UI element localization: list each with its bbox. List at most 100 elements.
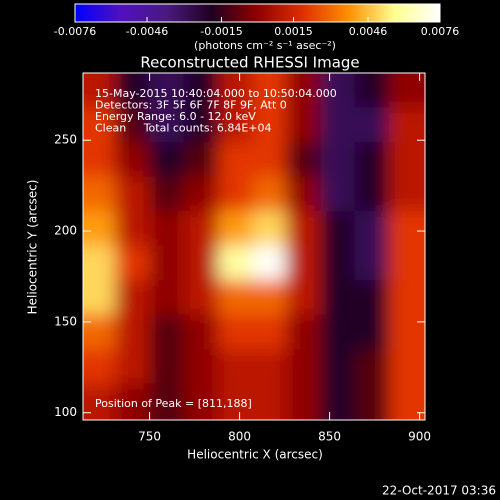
image-cell xyxy=(183,176,220,213)
y-tick-label: 100 xyxy=(54,405,77,419)
image-cell xyxy=(115,383,152,420)
image-cell xyxy=(388,245,425,283)
image-cell xyxy=(354,210,391,248)
x-tick-label: 750 xyxy=(138,430,161,444)
image-cell xyxy=(252,349,289,386)
info-line: Energy Range: 6.0 - 12.0 keV xyxy=(95,110,256,123)
image-cell xyxy=(286,314,323,352)
image-cell xyxy=(217,349,255,386)
image-cell xyxy=(354,73,391,110)
image-cell xyxy=(286,141,323,179)
image-cell xyxy=(354,280,391,317)
timestamp: 22-Oct-2017 03:36 xyxy=(382,484,496,498)
image-cell xyxy=(149,210,186,248)
image-cell xyxy=(252,107,289,144)
image-cell xyxy=(149,314,186,352)
image-cell xyxy=(354,245,391,283)
image-cell xyxy=(217,73,255,110)
image-cell xyxy=(149,107,186,144)
image-cell xyxy=(183,280,220,317)
image-cell xyxy=(320,73,357,110)
image-cell xyxy=(149,280,186,317)
image-cell xyxy=(183,73,220,110)
y-tick-label: 200 xyxy=(54,224,77,238)
image-cell xyxy=(320,141,357,179)
image-cell xyxy=(388,280,425,317)
image-cells xyxy=(83,73,425,420)
colorbar-tick-label: -0.0076 xyxy=(54,25,96,38)
image-cell xyxy=(149,141,186,179)
image-cell xyxy=(320,349,357,386)
image-cell xyxy=(183,314,220,352)
colorbar-tick-label: 0.0046 xyxy=(349,25,388,38)
image-cell xyxy=(115,245,152,283)
colorbar-label: (photons cm⁻² s⁻¹ asec⁻²) xyxy=(194,39,336,52)
image-cell xyxy=(83,314,118,352)
image xyxy=(83,73,425,420)
image-cell xyxy=(252,280,289,317)
y-axis-label: Heliocentric Y (arcsec) xyxy=(26,180,40,315)
image-cell xyxy=(83,73,118,110)
image-cell xyxy=(388,314,425,352)
info-line: Clean Total counts: 6.84E+04 xyxy=(95,122,272,135)
image-cell xyxy=(354,314,391,352)
colorbar-tick-label: -0.0015 xyxy=(200,25,242,38)
info-line: 15-May-2015 10:40:04.000 to 10:50:04.000 xyxy=(95,87,337,100)
image-cell xyxy=(115,210,152,248)
image-cell xyxy=(149,176,186,213)
colorbar-tick-label: 0.0015 xyxy=(274,25,313,38)
image-cell xyxy=(388,349,425,386)
image-cell xyxy=(149,349,186,386)
info-line: Detectors: 3F 5F 6F 7F 8F 9F, Att 0 xyxy=(95,99,287,112)
y-tick-label: 150 xyxy=(54,314,77,328)
image-cell xyxy=(115,280,152,317)
image-cell xyxy=(217,141,255,179)
x-tick-label: 900 xyxy=(408,430,431,444)
image-cell xyxy=(183,210,220,248)
image-cell xyxy=(286,245,323,283)
colorbar-tick-label: -0.0046 xyxy=(126,25,168,38)
image-cell xyxy=(217,210,255,248)
image-cell xyxy=(388,383,425,420)
image-cell xyxy=(83,107,118,144)
image-cell xyxy=(115,141,152,179)
image-cell xyxy=(183,349,220,386)
chart-title: Reconstructed RHESSI Image xyxy=(140,54,359,72)
image-cell xyxy=(115,349,152,386)
image-cell xyxy=(115,107,152,144)
image-cell xyxy=(183,141,220,179)
image-cell xyxy=(286,280,323,317)
image-cell xyxy=(83,280,118,317)
image-cell xyxy=(217,280,255,317)
image-cell xyxy=(83,349,118,386)
colorbar xyxy=(74,3,441,23)
image-cell xyxy=(83,176,118,213)
image-cell xyxy=(115,314,152,352)
image-cell xyxy=(388,107,425,144)
image-cell xyxy=(286,73,323,110)
image-cell xyxy=(217,245,255,283)
image-cell xyxy=(388,141,425,179)
y-tick-label: 250 xyxy=(54,133,77,147)
image-cell xyxy=(149,73,186,110)
image-cell xyxy=(115,73,152,110)
image-cell xyxy=(183,245,220,283)
image-cell xyxy=(320,280,357,317)
image-cell xyxy=(286,107,323,144)
image-cell xyxy=(217,107,255,144)
image-cell xyxy=(149,383,186,420)
image-cell xyxy=(388,73,425,110)
image-cell xyxy=(320,210,357,248)
image-cell xyxy=(252,314,289,352)
image-cell xyxy=(217,314,255,352)
image-cell xyxy=(354,383,391,420)
image-cell xyxy=(354,107,391,144)
image-cell xyxy=(320,245,357,283)
image-cell xyxy=(320,107,357,144)
image-cell xyxy=(252,73,289,110)
image-cell xyxy=(354,176,391,213)
info-text: 15-May-2015 10:40:04.000 to 10:50:04.000… xyxy=(95,87,337,135)
image-cell xyxy=(83,210,118,248)
image-cell xyxy=(320,176,357,213)
